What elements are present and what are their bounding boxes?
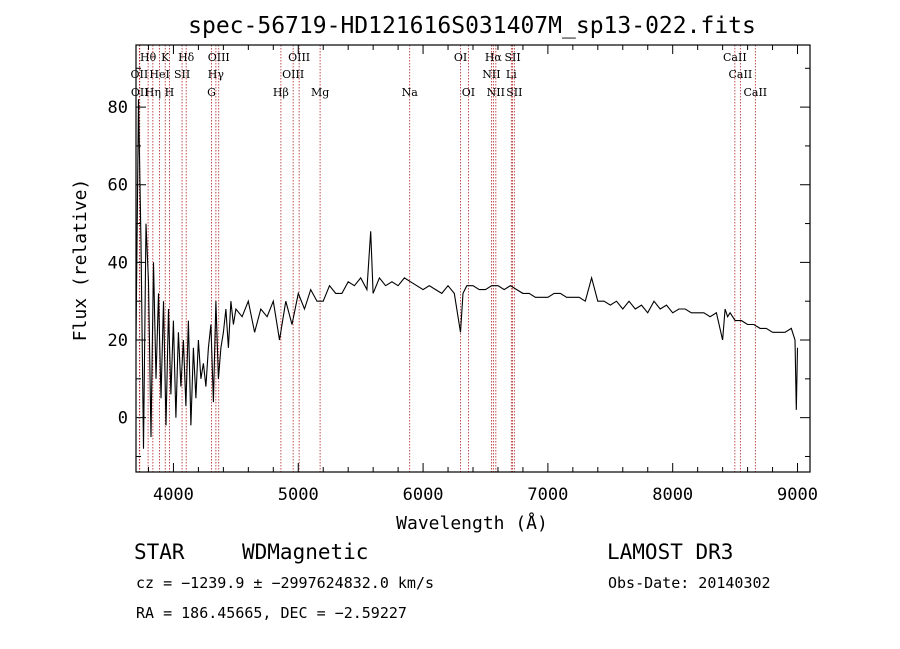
spectral-line-label: OII	[131, 68, 149, 81]
spectral-line-label: K	[161, 51, 170, 64]
y-tick-label: 20	[108, 331, 128, 351]
spectral-line-label: OIII	[208, 51, 230, 64]
spectral-line-label: Hδ	[178, 51, 195, 64]
spectral-line-label: OII	[131, 86, 149, 99]
x-tick-label: 7000	[527, 485, 568, 505]
y-tick-label: 60	[108, 176, 128, 196]
spectral-line-label: NII	[487, 86, 505, 99]
spectral-line-label: Na	[402, 86, 419, 99]
y-axis-ticks: 0 20 40 60 80	[108, 67, 810, 457]
spectral-line-label: G	[207, 86, 216, 99]
x-tick-label: 5000	[278, 485, 319, 505]
plot-frame	[135, 44, 811, 473]
y-tick-label: 0	[118, 409, 128, 429]
x-tick-label: 6000	[403, 485, 444, 505]
spectral-line-label: OIII	[288, 51, 310, 64]
x-tick-label: 9000	[777, 485, 818, 505]
spectral-line-label: H	[165, 86, 175, 99]
spectral-line-label: OIII	[282, 68, 304, 81]
spectral-line-label: SII	[506, 86, 522, 99]
survey-name: LAMOST DR3	[607, 540, 733, 564]
x-axis-ticks: 4000 5000 6000 7000 8000 9000	[147, 45, 818, 505]
spectrum-series-line	[135, 99, 799, 449]
spectral-line-label: OI	[462, 86, 475, 99]
observation-date: Obs-Date: 20140302	[608, 574, 771, 592]
spectral-line-label: NII	[482, 68, 500, 81]
x-tick-label: 8000	[652, 485, 693, 505]
spectral-line-label: Hη	[145, 86, 161, 99]
spectral-line-label: CaII	[743, 86, 767, 99]
redshift-velocity: cz = −1239.9 ± −2997624832.0 km/s	[136, 574, 434, 592]
object-class: STAR	[134, 540, 185, 564]
spectral-line-markers	[138, 45, 756, 472]
spectral-line-label: OI	[454, 51, 467, 64]
spectral-line-label: Hα	[485, 51, 503, 64]
spectral-line-label: Hβ	[273, 86, 289, 99]
chart-title: spec-56719-HD121616S031407M_sp13-022.fit…	[188, 13, 756, 39]
x-tick-label: 4000	[153, 485, 194, 505]
spectral-line-label: SII	[174, 68, 190, 81]
spectral-line-label: Li	[506, 68, 517, 81]
spectral-line-label: CaII	[723, 51, 747, 64]
spectral-line-label: CaII	[729, 68, 753, 81]
spectral-line-label: Mg	[311, 86, 329, 99]
y-axis-label: Flux (relative)	[70, 179, 91, 342]
spectral-line-label: SII	[504, 51, 520, 64]
spectral-line-label: Hθ	[140, 51, 157, 64]
y-tick-label: 40	[108, 253, 128, 273]
spectral-line-label: HeI	[149, 68, 169, 81]
coordinates: RA = 186.45665, DEC = −2.59227	[136, 604, 407, 622]
spectral-line-label: Hγ	[208, 68, 225, 81]
object-subclass: WDMagnetic	[242, 540, 368, 564]
y-tick-label: 80	[108, 98, 128, 118]
x-axis-label: Wavelength (Å)	[396, 512, 548, 534]
